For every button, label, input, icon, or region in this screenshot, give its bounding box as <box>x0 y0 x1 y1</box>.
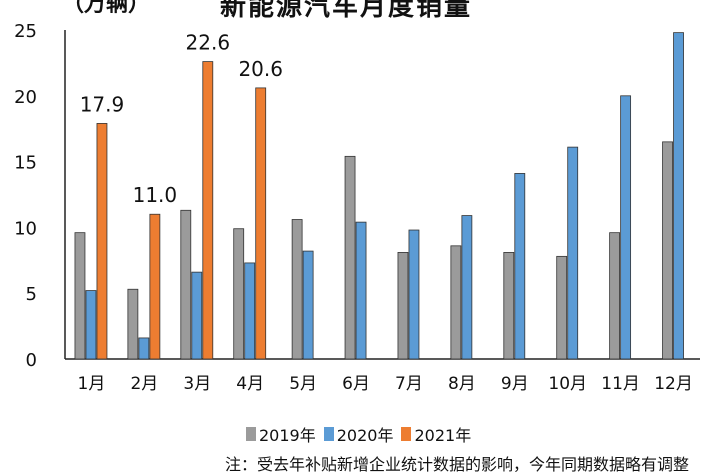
bar-2020年-11月 <box>620 95 632 360</box>
bar-2020年-12月 <box>673 32 684 360</box>
y-tick-label: 10 <box>14 218 37 239</box>
x-tick-label: 4月 <box>236 374 264 394</box>
bar-2020年-10月 <box>567 146 579 360</box>
bar-2019年-4月 <box>233 228 245 360</box>
legend-swatch <box>246 427 256 441</box>
data-label: 20.6 <box>238 57 283 81</box>
data-label: 11.0 <box>133 183 178 207</box>
bar-2020年-8月 <box>461 215 473 360</box>
x-tick-label: 8月 <box>448 374 476 394</box>
bar-2020年-6月 <box>355 221 367 360</box>
bar-2019年-7月 <box>397 252 409 360</box>
bar-2019年-10月 <box>556 255 568 360</box>
data-label: 17.9 <box>80 92 125 116</box>
y-tick-label: 25 <box>14 21 37 42</box>
y-tick-label: 5 <box>26 284 37 305</box>
bar-2021年-1月 <box>96 123 108 360</box>
bar-2021年-3月 <box>202 61 214 360</box>
x-tick-label: 10月 <box>548 374 587 394</box>
legend-item: 2021年 <box>401 422 471 446</box>
bar-2019年-8月 <box>450 245 462 360</box>
data-label: 22.6 <box>186 31 231 55</box>
bar-2020年-2月 <box>138 337 150 360</box>
y-tick-label: 20 <box>14 87 37 108</box>
bar-2021年-2月 <box>149 213 161 360</box>
bar-2019年-1月 <box>74 232 86 360</box>
bar-2019年-9月 <box>503 252 515 360</box>
bar-2021年-4月 <box>255 87 267 360</box>
bar-2019年-5月 <box>291 219 303 360</box>
footnote: 注：受去年补贴新增企业统计数据的影响，今年同期数据略有调整 <box>225 455 690 474</box>
x-tick-label: 1月 <box>78 374 106 394</box>
bar-2020年-7月 <box>408 229 420 360</box>
x-tick-label: 3月 <box>183 374 211 394</box>
x-tick-label: 9月 <box>501 374 529 394</box>
bar-2020年-5月 <box>302 250 314 360</box>
legend-label: 2020年 <box>336 426 394 445</box>
bars <box>74 32 684 360</box>
bar-2020年-1月 <box>85 290 97 360</box>
legend-item: 2020年 <box>323 422 394 446</box>
x-tick-label: 6月 <box>342 374 370 394</box>
legend-swatch <box>401 427 412 441</box>
bar-2019年-3月 <box>180 209 192 360</box>
x-tick-label: 5月 <box>289 374 317 394</box>
legend: 2019年 2020年 2021年 <box>246 422 475 446</box>
bar-chart: 0 5 10 15 20 25 1月 2月 3月 4月 5月 6月 7月 8月 9月 10月 11月 12月 17… <box>14 21 700 394</box>
bar-2020年-9月 <box>514 173 526 360</box>
legend-label: 2019年 <box>259 426 316 445</box>
bar-2019年-12月 <box>662 141 673 360</box>
bar-2019年-6月 <box>344 155 356 360</box>
x-tick-label: 12月 <box>654 374 693 394</box>
legend-label: 2021年 <box>414 426 472 445</box>
y-tick-label: 0 <box>26 350 37 371</box>
unit-label: （万辆） <box>62 0 151 17</box>
x-tick-label: 11月 <box>601 374 640 394</box>
x-tick-label: 7月 <box>395 374 423 394</box>
legend-item: 2019年 <box>246 422 316 446</box>
legend-swatch <box>323 427 334 441</box>
y-tick-label: 15 <box>14 153 37 174</box>
bar-2020年-3月 <box>191 271 203 360</box>
bar-2020年-4月 <box>244 262 256 360</box>
chart-title: 新能源汽车月度销量 <box>220 0 473 22</box>
bar-2019年-11月 <box>609 232 621 360</box>
bar-2019年-2月 <box>127 288 139 360</box>
x-tick-label: 2月 <box>130 374 158 394</box>
axes: 0 5 10 15 20 25 1月 2月 3月 4月 5月 6月 7月 8月 9月 10月 11月 12月 <box>14 21 700 394</box>
data-labels: 17.9 11.0 22.6 20.6 <box>80 31 283 208</box>
